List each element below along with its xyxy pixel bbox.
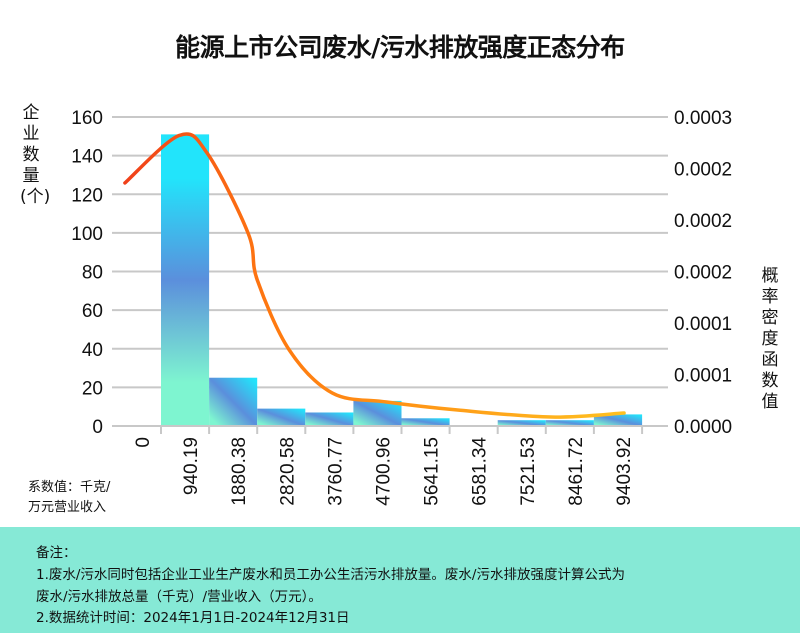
x-tick-label: 3760.77: [325, 437, 346, 506]
x-tick-label: 6581.34: [470, 437, 491, 506]
y-tick-label: 0: [92, 417, 103, 438]
histogram-bar: [401, 418, 450, 426]
y-tick-label: 160: [71, 108, 103, 129]
x-tick-label: 0: [133, 437, 154, 448]
density-curve: [123, 132, 626, 419]
chart-title: 能源上市公司废水/污水排放强度正态分布: [175, 33, 625, 62]
notes-panel: 备注： 1.废水/污水同时包括企业工业生产废水和员工办公生活污水排放量。废水/污…: [0, 527, 800, 633]
histogram-chart: 0 20 40 60 80 100 120 140 160 0.0000 0.0001 0.0001 0…: [71, 108, 732, 506]
y-tick-label: 80: [82, 263, 103, 284]
histogram-bar: [545, 420, 594, 426]
y-tick-label: 120: [71, 185, 103, 206]
y-tick-label: 60: [82, 301, 103, 322]
notes-line: 2.数据统计时间：2024年1月1日-2024年12月31日: [36, 610, 350, 626]
y2-tick-label: 0.0000: [674, 417, 732, 438]
y2-tick-label: 0.0001: [674, 314, 732, 335]
y-tick-label: 140: [71, 147, 103, 168]
unit-note-line: 万元营业收入: [28, 500, 107, 515]
x-tick-label: 8461.72: [566, 437, 587, 506]
notes-line: 1.废水/污水同时包括企业工业生产废水和员工办公生活污水排放量。废水/污水排放强…: [36, 567, 625, 583]
x-tick-label: 2820.58: [277, 437, 298, 506]
histogram-bar: [209, 377, 258, 426]
y2-tick-label: 0.0002: [674, 160, 732, 181]
notes-line: 废水/污水排放总量（千克）/营业收入（万元）。: [36, 589, 322, 605]
y2-tick-label: 0.0002: [674, 211, 732, 232]
y2-tick-label: 0.0002: [674, 263, 732, 284]
y2-tick-label: 0.0001: [674, 366, 732, 387]
histogram-bar: [497, 420, 546, 426]
y-tick-label: 100: [71, 224, 103, 245]
x-tick-label: 940.19: [181, 437, 202, 495]
y-tick-label: 20: [82, 378, 103, 399]
histogram-bar: [305, 412, 354, 426]
x-tick-label: 1880.38: [229, 437, 250, 506]
y2-axis-label: 概率密度函数值: [761, 266, 779, 412]
x-tick-label: 7521.53: [518, 437, 539, 506]
histogram-bar: [593, 414, 643, 426]
unit-note-line: 系数值：千克/: [28, 480, 111, 495]
x-tick-label: 5641.15: [422, 437, 443, 506]
x-tick-label: 4700.96: [374, 437, 395, 506]
unit-note: 系数值：千克/ 万元营业收入: [28, 478, 148, 518]
notes-heading: 备注：: [36, 545, 77, 561]
y-tick-label: 40: [82, 340, 103, 361]
histogram-bar: [257, 408, 306, 426]
histogram-bar: [161, 134, 210, 426]
y2-tick-label: 0.0003: [674, 108, 732, 129]
histogram-bar: [353, 400, 402, 426]
x-tick-label: 9403.92: [614, 437, 635, 506]
